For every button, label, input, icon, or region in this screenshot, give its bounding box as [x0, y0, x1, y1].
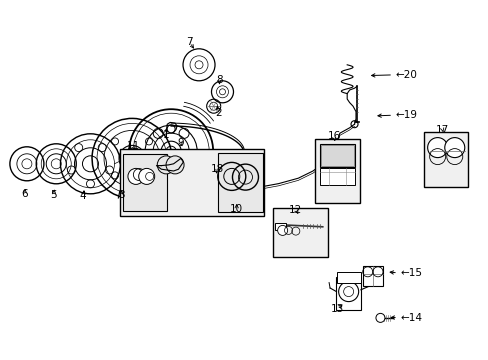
Text: 16: 16: [326, 131, 340, 141]
Bar: [319, 168, 354, 185]
Bar: [120, 149, 264, 216]
Bar: [337, 272, 360, 283]
Text: 4: 4: [80, 191, 86, 201]
Text: 9: 9: [177, 138, 184, 148]
Bar: [319, 144, 354, 167]
Text: 18: 18: [210, 164, 224, 174]
Bar: [315, 139, 360, 203]
Text: 7: 7: [186, 37, 193, 48]
Text: 11: 11: [126, 141, 140, 151]
Circle shape: [166, 156, 183, 174]
Bar: [272, 208, 327, 257]
Circle shape: [375, 313, 384, 323]
Bar: [424, 132, 468, 187]
Text: 13: 13: [330, 304, 344, 314]
Circle shape: [139, 168, 154, 184]
Text: 12: 12: [288, 204, 302, 215]
Bar: [123, 154, 167, 211]
Text: 8: 8: [215, 75, 222, 85]
Text: ←19: ←19: [394, 110, 416, 120]
Circle shape: [157, 156, 175, 174]
Bar: [275, 223, 285, 230]
Text: 2: 2: [215, 108, 222, 118]
Bar: [321, 145, 353, 166]
Text: 10: 10: [230, 204, 243, 214]
Text: ←20: ←20: [394, 70, 416, 80]
Circle shape: [338, 282, 358, 302]
Text: 3: 3: [118, 190, 124, 200]
Bar: [217, 153, 262, 212]
Text: 17: 17: [435, 125, 448, 135]
Circle shape: [128, 168, 143, 184]
Text: 1: 1: [163, 130, 169, 140]
Bar: [362, 266, 383, 286]
Circle shape: [444, 138, 464, 158]
Text: 6: 6: [21, 189, 28, 199]
Circle shape: [277, 225, 287, 235]
Text: 5: 5: [50, 190, 57, 200]
Circle shape: [427, 138, 447, 158]
Text: ←15: ←15: [399, 268, 421, 278]
Text: ←14: ←14: [399, 312, 421, 323]
Bar: [336, 277, 360, 310]
